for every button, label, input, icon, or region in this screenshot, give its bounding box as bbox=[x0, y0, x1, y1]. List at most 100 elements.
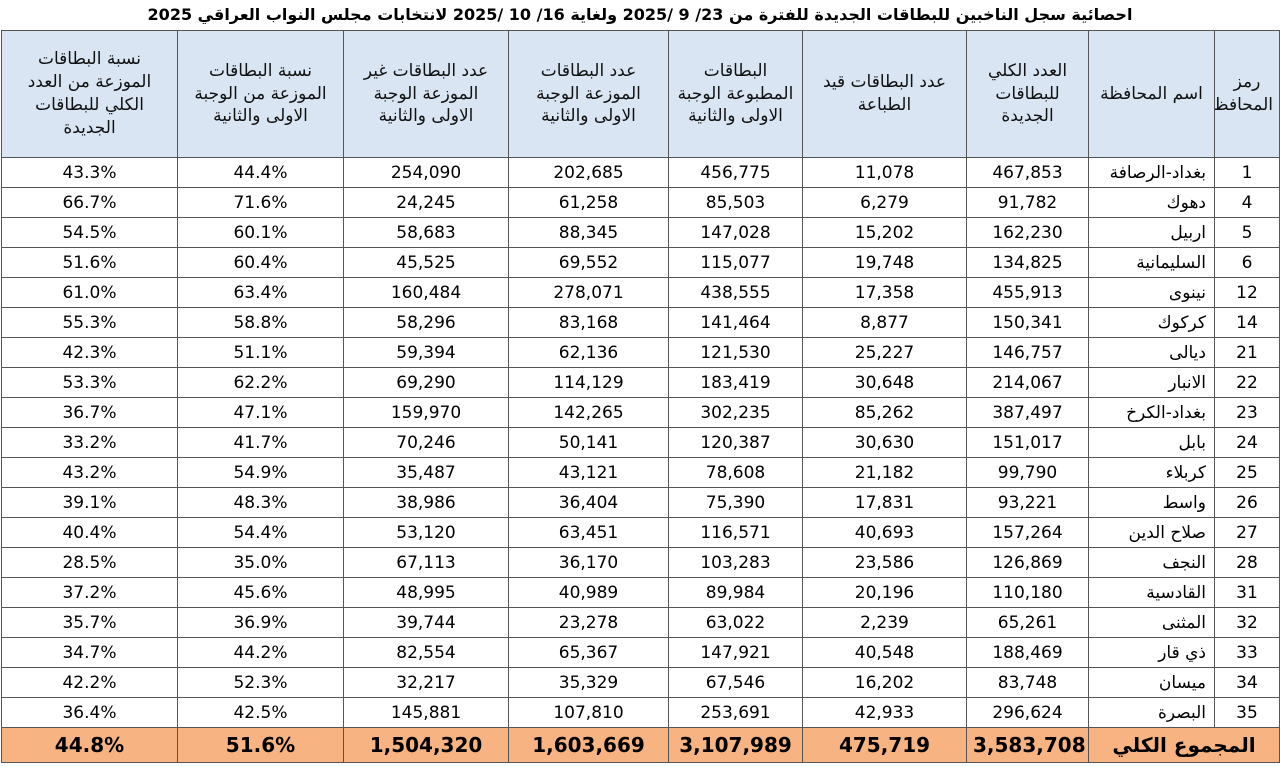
row-printed: 456,775 bbox=[668, 157, 803, 188]
row-code: 35 bbox=[1214, 697, 1280, 728]
row-in-printing: 16,202 bbox=[802, 667, 967, 698]
table-row: 28 النجف 126,869 23,586 103,283 36,170 67,113 3… bbox=[1, 547, 1280, 578]
row-total-cards: 455,913 bbox=[966, 277, 1089, 308]
row-code: 26 bbox=[1214, 487, 1280, 518]
table-row: 33 ذي قار 188,469 40,548 147,921 65,367 82,554… bbox=[1, 637, 1280, 668]
row-pct-total: 35.7% bbox=[1, 607, 178, 638]
row-pct-total: 40.4% bbox=[1, 517, 178, 548]
row-undistributed: 160,484 bbox=[343, 277, 509, 308]
row-printed: 115,077 bbox=[668, 247, 803, 278]
row-undistributed: 82,554 bbox=[343, 637, 509, 668]
row-undistributed: 70,246 bbox=[343, 427, 509, 458]
row-code: 22 bbox=[1214, 367, 1280, 398]
row-total-cards: 157,264 bbox=[966, 517, 1089, 548]
row-in-printing: 40,693 bbox=[802, 517, 967, 548]
page-title: احصائية سجل الناخبين للبطاقات الجديدة لل… bbox=[147, 5, 1133, 24]
row-total-cards: 65,261 bbox=[966, 607, 1089, 638]
row-distributed: 43,121 bbox=[508, 457, 669, 488]
voter-cards-table: رمز المحافظة اسم المحافظة العدد الكلي لل… bbox=[1, 30, 1280, 763]
row-undistributed: 38,986 bbox=[343, 487, 509, 518]
totals-distributed: 1,603,669 bbox=[508, 727, 669, 763]
row-undistributed: 24,245 bbox=[343, 187, 509, 218]
row-undistributed: 58,296 bbox=[343, 307, 509, 338]
row-total-cards: 151,017 bbox=[966, 427, 1089, 458]
row-total-cards: 93,221 bbox=[966, 487, 1089, 518]
row-pct-total: 36.4% bbox=[1, 697, 178, 728]
row-governorate: البصرة bbox=[1088, 697, 1215, 728]
totals-row: المجموع الكلي 3,583,708 475,719 3,107,98… bbox=[1, 727, 1280, 763]
row-code: 33 bbox=[1214, 637, 1280, 668]
row-total-cards: 387,497 bbox=[966, 397, 1089, 428]
row-pct-total: 66.7% bbox=[1, 187, 178, 218]
row-printed: 121,530 bbox=[668, 337, 803, 368]
row-printed: 141,464 bbox=[668, 307, 803, 338]
row-pct-total: 42.3% bbox=[1, 337, 178, 368]
row-pct-batch: 47.1% bbox=[177, 397, 344, 428]
row-in-printing: 17,358 bbox=[802, 277, 967, 308]
row-governorate: السليمانية bbox=[1088, 247, 1215, 278]
row-undistributed: 45,525 bbox=[343, 247, 509, 278]
table-row: 34 ميسان 83,748 16,202 67,546 35,329 32,217 52.… bbox=[1, 667, 1280, 698]
row-distributed: 61,258 bbox=[508, 187, 669, 218]
header-printed: البطاقات المطبوعة الوجبة الاولى والثانية bbox=[668, 30, 803, 158]
row-pct-batch: 36.9% bbox=[177, 607, 344, 638]
row-pct-total: 42.2% bbox=[1, 667, 178, 698]
row-distributed: 35,329 bbox=[508, 667, 669, 698]
row-in-printing: 85,262 bbox=[802, 397, 967, 428]
row-distributed: 36,170 bbox=[508, 547, 669, 578]
row-in-printing: 8,877 bbox=[802, 307, 967, 338]
row-printed: 63,022 bbox=[668, 607, 803, 638]
row-total-cards: 83,748 bbox=[966, 667, 1089, 698]
row-printed: 147,028 bbox=[668, 217, 803, 248]
row-total-cards: 296,624 bbox=[966, 697, 1089, 728]
row-code: 24 bbox=[1214, 427, 1280, 458]
row-in-printing: 19,748 bbox=[802, 247, 967, 278]
row-distributed: 40,989 bbox=[508, 577, 669, 608]
row-in-printing: 42,933 bbox=[802, 697, 967, 728]
row-pct-total: 39.1% bbox=[1, 487, 178, 518]
row-distributed: 23,278 bbox=[508, 607, 669, 638]
row-governorate: المثنى bbox=[1088, 607, 1215, 638]
row-pct-total: 53.3% bbox=[1, 367, 178, 398]
row-total-cards: 134,825 bbox=[966, 247, 1089, 278]
row-printed: 147,921 bbox=[668, 637, 803, 668]
row-in-printing: 25,227 bbox=[802, 337, 967, 368]
row-governorate: اربيل bbox=[1088, 217, 1215, 248]
row-governorate: ذي قار bbox=[1088, 637, 1215, 668]
row-distributed: 107,810 bbox=[508, 697, 669, 728]
row-pct-total: 54.5% bbox=[1, 217, 178, 248]
row-pct-total: 37.2% bbox=[1, 577, 178, 608]
row-governorate: دهوك bbox=[1088, 187, 1215, 218]
row-distributed: 50,141 bbox=[508, 427, 669, 458]
header-pct-batch: نسبة البطاقات الموزعة من الوجبة الاولى و… bbox=[177, 30, 344, 158]
row-code: 28 bbox=[1214, 547, 1280, 578]
totals-total-cards: 3,583,708 bbox=[966, 727, 1089, 763]
row-in-printing: 23,586 bbox=[802, 547, 967, 578]
row-undistributed: 145,881 bbox=[343, 697, 509, 728]
row-pct-batch: 71.6% bbox=[177, 187, 344, 218]
table-row: 14 كركوك 150,341 8,877 141,464 83,168 58,296 58… bbox=[1, 307, 1280, 338]
row-undistributed: 67,113 bbox=[343, 547, 509, 578]
row-pct-total: 55.3% bbox=[1, 307, 178, 338]
row-printed: 103,283 bbox=[668, 547, 803, 578]
row-pct-total: 43.3% bbox=[1, 157, 178, 188]
header-in-printing: عدد البطاقات قيد الطباعة bbox=[802, 30, 967, 158]
row-printed: 302,235 bbox=[668, 397, 803, 428]
row-pct-batch: 51.1% bbox=[177, 337, 344, 368]
table-body: 1 بغداد-الرصافة 467,853 11,078 456,775 202,68… bbox=[1, 157, 1280, 728]
row-code: 6 bbox=[1214, 247, 1280, 278]
row-governorate: كربلاء bbox=[1088, 457, 1215, 488]
row-pct-total: 36.7% bbox=[1, 397, 178, 428]
totals-printed: 3,107,989 bbox=[668, 727, 803, 763]
row-pct-total: 33.2% bbox=[1, 427, 178, 458]
row-in-printing: 21,182 bbox=[802, 457, 967, 488]
row-printed: 75,390 bbox=[668, 487, 803, 518]
row-in-printing: 30,648 bbox=[802, 367, 967, 398]
table-row: 23 بغداد-الكرخ 387,497 85,262 302,235 142,265… bbox=[1, 397, 1280, 428]
row-code: 5 bbox=[1214, 217, 1280, 248]
header-governorate: اسم المحافظة bbox=[1088, 30, 1215, 158]
row-in-printing: 6,279 bbox=[802, 187, 967, 218]
row-total-cards: 126,869 bbox=[966, 547, 1089, 578]
row-undistributed: 254,090 bbox=[343, 157, 509, 188]
row-printed: 116,571 bbox=[668, 517, 803, 548]
